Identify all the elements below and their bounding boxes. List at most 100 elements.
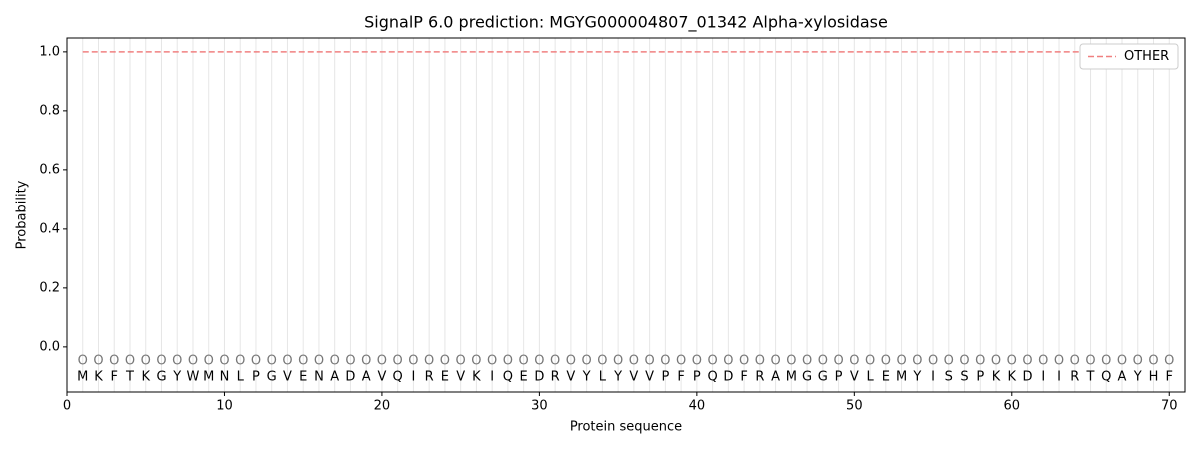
residue: V	[283, 370, 292, 385]
predicted-label: O	[645, 354, 655, 369]
residue: A	[362, 370, 371, 385]
predicted-label: O	[93, 354, 103, 369]
residue: E	[520, 370, 528, 385]
residue: K	[472, 370, 481, 385]
predicted-label: O	[282, 354, 292, 369]
residue: P	[976, 370, 984, 385]
residue: D	[1023, 370, 1033, 385]
residue: I	[931, 370, 935, 385]
predicted-label: O	[975, 354, 985, 369]
x-tick-label: 40	[689, 399, 706, 414]
x-tick-label: 50	[846, 399, 863, 414]
residue: M	[203, 370, 214, 385]
predicted-label: O	[802, 354, 812, 369]
predicted-label: O	[1164, 354, 1174, 369]
residue: M	[896, 370, 907, 385]
residue: K	[1008, 370, 1017, 385]
plot-frame	[66, 37, 1186, 393]
residue: V	[456, 370, 465, 385]
residue: S	[945, 370, 953, 385]
predicted-label: O	[519, 354, 529, 369]
predicted-label: O	[534, 354, 544, 369]
residue: H	[1149, 370, 1159, 385]
residue: R	[755, 370, 764, 385]
predicted-label: O	[818, 354, 828, 369]
predicted-label: O	[676, 354, 686, 369]
chart-title: SignalP 6.0 prediction: MGYG000004807_01…	[364, 13, 888, 33]
residue: R	[1070, 370, 1079, 385]
predicted-label: O	[361, 354, 371, 369]
predicted-label: O	[629, 354, 639, 369]
predicted-label: O	[1070, 354, 1080, 369]
predicted-label: O	[1085, 354, 1095, 369]
residue: V	[645, 370, 654, 385]
residue: I	[490, 370, 494, 385]
residue: G	[802, 370, 812, 385]
residue: Y	[613, 370, 622, 385]
predicted-label: O	[440, 354, 450, 369]
predicted-label: O	[865, 354, 875, 369]
predicted-label: O	[896, 354, 906, 369]
predicted-label: O	[849, 354, 859, 369]
predicted-label: O	[1007, 354, 1017, 369]
residue: Q	[393, 370, 403, 385]
residue: I	[1057, 370, 1061, 385]
residue: V	[629, 370, 638, 385]
residue: V	[850, 370, 859, 385]
x-tick-label: 20	[374, 399, 391, 414]
predicted-label: O	[707, 354, 717, 369]
predicted-label: O	[424, 354, 434, 369]
y-tick-label: 0.6	[39, 162, 60, 177]
predicted-label: O	[125, 354, 135, 369]
predicted-label: O	[503, 354, 513, 369]
residue: F	[740, 370, 747, 385]
residue: W	[187, 370, 200, 385]
predicted-label: O	[235, 354, 245, 369]
residue: P	[661, 370, 669, 385]
predicted-label: O	[219, 354, 229, 369]
predicted-label: O	[141, 354, 151, 369]
residue: Y	[582, 370, 591, 385]
residue: K	[94, 370, 103, 385]
predicted-label: O	[1101, 354, 1111, 369]
predicted-label: O	[471, 354, 481, 369]
predicted-label: O	[1038, 354, 1048, 369]
y-tick-label: 0.4	[39, 221, 60, 236]
y-axis-label: Probability	[15, 180, 30, 249]
residue: Q	[707, 370, 717, 385]
predicted-label: O	[582, 354, 592, 369]
predicted-label: O	[1022, 354, 1032, 369]
y-tick-label: 0.2	[39, 280, 60, 295]
residue: A	[330, 370, 339, 385]
predicted-label: O	[330, 354, 340, 369]
predicted-label: O	[613, 354, 623, 369]
residue: T	[125, 370, 134, 385]
predicted-label: O	[959, 354, 969, 369]
residue: A	[1118, 370, 1127, 385]
predicted-label: O	[345, 354, 355, 369]
predicted-label: O	[1117, 354, 1127, 369]
residue: P	[693, 370, 701, 385]
x-tick-label: 10	[216, 399, 233, 414]
predicted-label: O	[912, 354, 922, 369]
predicted-label: O	[1148, 354, 1158, 369]
predicted-label: O	[991, 354, 1001, 369]
predicted-label: O	[267, 354, 277, 369]
predicted-label: O	[314, 354, 324, 369]
residue: E	[882, 370, 890, 385]
predicted-label: O	[786, 354, 796, 369]
residue: R	[425, 370, 434, 385]
predicted-label: O	[78, 354, 88, 369]
residue: N	[314, 370, 324, 385]
predicted-label: O	[739, 354, 749, 369]
residue: K	[141, 370, 150, 385]
residue: P	[835, 370, 843, 385]
predicted-label: O	[723, 354, 733, 369]
residue: F	[1166, 370, 1173, 385]
predicted-label: O	[408, 354, 418, 369]
predicted-label: O	[393, 354, 403, 369]
residue: I	[412, 370, 416, 385]
y-tick-label: 0.0	[39, 339, 60, 354]
residue: Y	[172, 370, 181, 385]
predicted-label: O	[109, 354, 119, 369]
